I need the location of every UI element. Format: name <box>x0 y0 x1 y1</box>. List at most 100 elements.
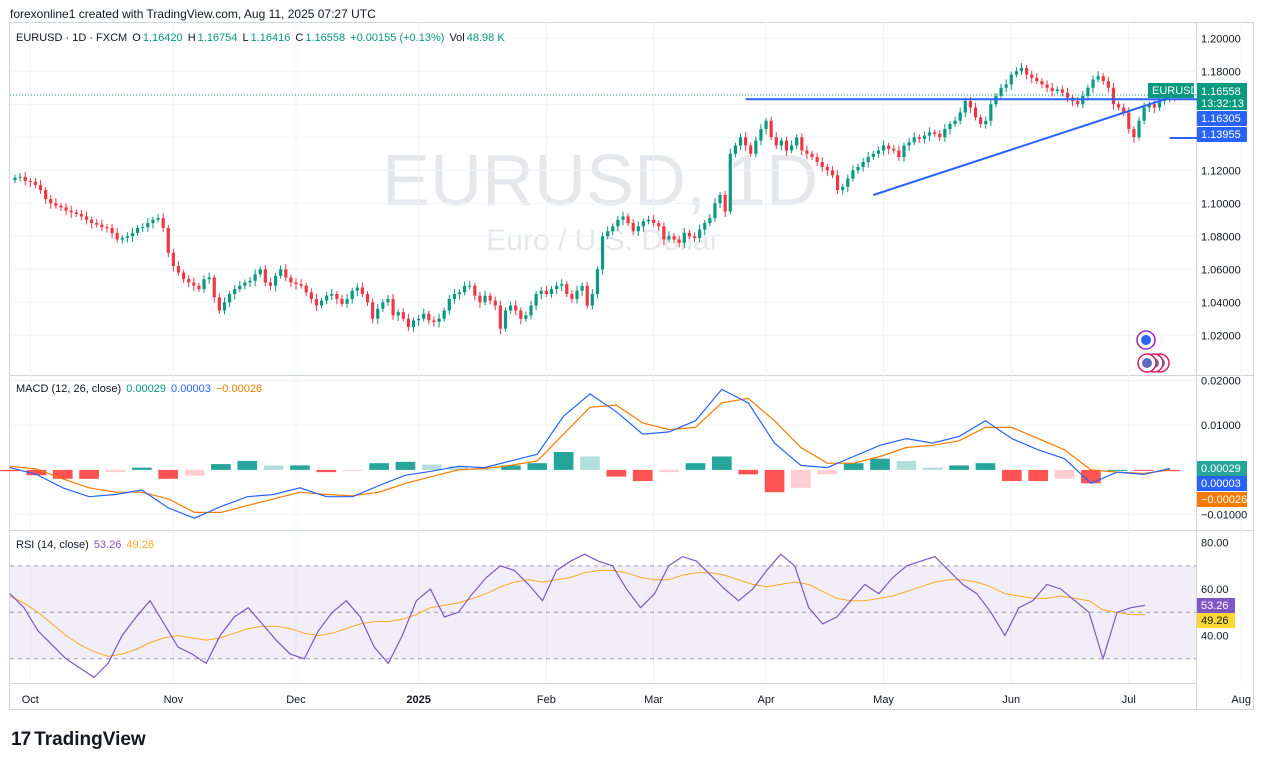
candle-body <box>284 269 288 278</box>
candle-body <box>723 195 727 212</box>
countdown-badge: 13:32:13 <box>1201 98 1244 110</box>
candle-body <box>641 221 646 227</box>
candle-body <box>95 223 99 225</box>
macd-histogram-bar <box>421 464 442 470</box>
candle-body <box>1065 92 1070 98</box>
candle-body <box>902 145 906 158</box>
candle-body <box>217 297 221 311</box>
candle-body <box>457 292 462 294</box>
candle-body <box>401 312 405 319</box>
candle-body <box>187 279 191 283</box>
candle-body <box>565 284 569 294</box>
macd-line <box>9 388 1171 519</box>
macd-histogram-bar <box>1133 469 1154 471</box>
candle-body <box>754 140 758 154</box>
candle-body <box>830 170 835 176</box>
rsi-axis-label: 60.00 <box>1201 584 1229 596</box>
rsi-legend-value: 53.26 <box>93 539 122 551</box>
chart-frame[interactable] <box>9 22 1254 710</box>
candle-body <box>396 312 400 316</box>
candle-body <box>258 269 262 275</box>
candle-body <box>539 290 543 294</box>
candle-body <box>18 176 22 178</box>
macd-histogram-bar <box>685 463 706 470</box>
macd-histogram-bar <box>764 469 785 493</box>
candle-body <box>23 176 27 181</box>
candle-body <box>28 180 32 182</box>
candle-body <box>422 313 426 319</box>
legend-high: 1.16754 <box>197 32 238 44</box>
candle-body <box>733 145 737 154</box>
candle-body <box>667 236 671 240</box>
legend-symbol[interactable]: EURUSD · 1D · FXCM <box>16 32 128 44</box>
candle-body <box>279 269 283 276</box>
candle-body <box>646 219 651 222</box>
candle-body <box>442 310 446 319</box>
symbol-tag-bg <box>1148 83 1194 98</box>
candle-body <box>350 290 354 299</box>
candle-body <box>79 213 84 217</box>
candle-body <box>600 236 605 270</box>
candle-body <box>90 219 94 224</box>
candle-body <box>376 308 380 319</box>
candle-body <box>64 207 68 211</box>
candle-body <box>1019 67 1024 72</box>
candle-body <box>825 166 829 171</box>
candle-body <box>182 272 186 280</box>
tradingview-logo[interactable]: 17 TradingView <box>11 729 146 751</box>
candle-body <box>534 294 538 306</box>
candle-body <box>33 181 38 186</box>
rsi-ma-badge: 49.26 <box>1201 615 1229 627</box>
macd-legend-name[interactable]: MACD (12, 26, close) <box>16 383 122 395</box>
candle-body <box>304 285 308 293</box>
candle-body <box>744 137 748 146</box>
candle-body <box>1152 104 1156 108</box>
candle-body <box>871 153 875 158</box>
candle-body <box>943 129 947 138</box>
macd-histogram-bar <box>1028 469 1049 482</box>
macd-histogram-bar <box>632 469 653 482</box>
macd-histogram-bar <box>896 460 917 470</box>
candle-body <box>233 289 237 294</box>
candle-body <box>161 218 165 228</box>
candle-body <box>933 132 937 134</box>
rsi-legend-name[interactable]: RSI (14, close) <box>16 539 89 551</box>
candle-body <box>44 190 48 200</box>
candle-body <box>248 280 252 283</box>
legend-low: 1.16416 <box>250 32 291 44</box>
candle-body <box>708 218 712 224</box>
tradingview-mark-icon: 17 <box>11 729 31 750</box>
candle-body <box>657 223 661 227</box>
rsi-value-badge: 53.26 <box>1201 600 1229 612</box>
candle-body <box>212 277 216 298</box>
candle-body <box>917 137 921 139</box>
candle-body <box>13 177 17 181</box>
legend-close-label: C <box>295 32 304 44</box>
candle-body <box>1009 74 1013 85</box>
candle-body <box>881 145 886 151</box>
last-price-badge: 1.16558 <box>1201 86 1241 98</box>
candle-body <box>570 294 574 299</box>
candle-body <box>560 284 564 286</box>
candle-body <box>968 100 973 108</box>
macd-hist-badge: −0.00026 <box>1201 494 1247 506</box>
candle-body <box>524 315 528 319</box>
candle-body <box>718 195 722 204</box>
legend-vol: 48.98 K <box>466 32 505 44</box>
candle-body <box>999 87 1003 96</box>
legend-vol-label: Vol <box>449 32 465 44</box>
candle-body <box>621 216 625 220</box>
candle-body <box>1127 112 1131 129</box>
candle-body <box>69 210 73 213</box>
candle-body <box>922 135 927 139</box>
candle-body <box>790 145 794 151</box>
candle-body <box>498 305 502 329</box>
candle-body <box>493 300 497 306</box>
candle-body <box>595 269 600 294</box>
time-axis-label: Mar <box>644 694 663 706</box>
macd-legend: MACD (12, 26, close) 0.00029 0.00003 −0.… <box>16 383 264 395</box>
macd-signal-line <box>9 397 1171 513</box>
candle-body <box>554 285 559 290</box>
candle-body <box>958 112 962 121</box>
